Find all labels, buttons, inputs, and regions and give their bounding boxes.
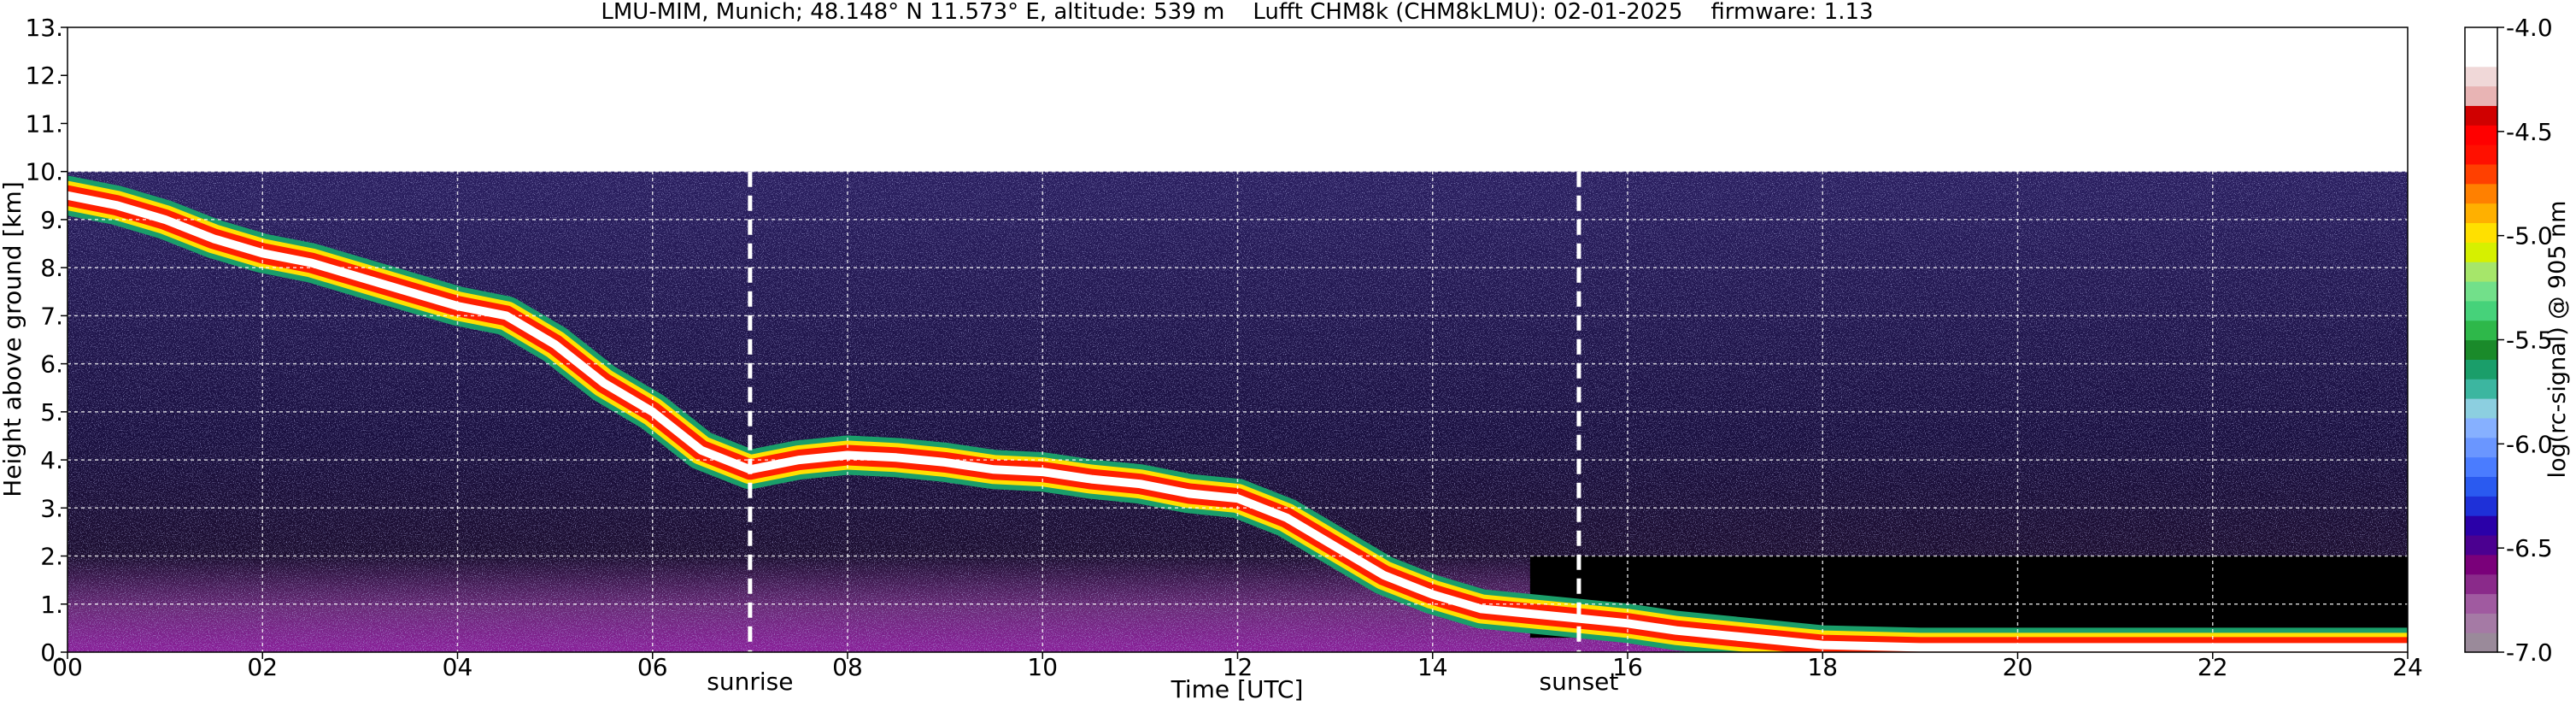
- x-tick-label: 18: [1807, 653, 1838, 681]
- colorbar-segment: [2465, 476, 2497, 497]
- colorbar-segment: [2465, 593, 2497, 614]
- colorbar-segment: [2465, 359, 2497, 379]
- colorbar-segment: [2465, 105, 2497, 126]
- y-tick-label: 2.: [40, 543, 63, 571]
- y-tick-label: 10.: [25, 158, 63, 186]
- x-tick-label: 02: [247, 653, 278, 681]
- sun-event-label: sunset: [1540, 668, 1619, 696]
- x-tick-label: 04: [443, 653, 473, 681]
- y-tick-label: 12.: [25, 62, 63, 90]
- y-tick-label: 7.: [40, 302, 63, 330]
- colorbar-segment: [2465, 417, 2497, 438]
- colorbar-segment: [2465, 515, 2497, 536]
- sun-event-label: sunrise: [707, 668, 793, 696]
- colorbar-segment: [2465, 280, 2497, 302]
- sun-annotations: sunrise sunset: [707, 668, 1618, 696]
- colorbar-segment: [2465, 222, 2497, 243]
- colorbar-tick-label: -5.0: [2506, 222, 2553, 250]
- colorbar-segment: [2465, 27, 2497, 48]
- colorbar-segment: [2465, 183, 2497, 204]
- grid-lines: [67, 27, 2408, 652]
- x-tick-label: 24: [2392, 653, 2423, 681]
- colorbar-segment: [2465, 242, 2497, 262]
- colorbar-segment: [2465, 144, 2497, 165]
- x-axis-ticks: 00 02 04 06 08 10 12 14 16 18 20 22 24: [52, 652, 2423, 681]
- colorbar-segment: [2465, 320, 2497, 341]
- y-tick-label: 9.: [40, 206, 63, 234]
- colorbar-segment: [2465, 163, 2497, 185]
- x-tick-label: 06: [637, 653, 668, 681]
- colorbar-segment: [2465, 125, 2497, 145]
- y-axis-ticks: 0. 1. 2. 3. 4. 5. 6. 7. 8. 9. 10. 11. 12. 13.: [25, 14, 67, 667]
- colorbar-segment: [2465, 456, 2497, 478]
- colorbar: -7.0 -6.5 -6.0 -5.5 -5.0 -4.5 -4.0: [2464, 14, 2553, 667]
- x-tick-label: 20: [2003, 653, 2033, 681]
- colorbar-segment: [2465, 534, 2497, 556]
- y-tick-label: 6.: [40, 350, 63, 379]
- x-tick-label: 08: [832, 653, 863, 681]
- x-axis-label: Time [UTC]: [1171, 675, 1304, 703]
- x-tick-label: 22: [2198, 653, 2228, 681]
- x-tick-label: 16: [1612, 653, 1643, 681]
- y-tick-label: 13.: [25, 14, 63, 42]
- colorbar-segment: [2465, 398, 2497, 419]
- cloud-band-core: [67, 191, 2408, 652]
- colorbar-segment: [2465, 554, 2497, 575]
- chart-title: LMU-MIM, Munich; 48.148° N 11.573° E, al…: [601, 0, 1873, 25]
- colorbar-segment: [2465, 437, 2497, 458]
- colorbar-segment: [2465, 203, 2497, 224]
- x-tick-label: 14: [1417, 653, 1448, 681]
- y-tick-label: 0.: [40, 638, 63, 667]
- colorbar-tick-label: -5.5: [2506, 327, 2553, 355]
- colorbar-tick-label: -7.0: [2506, 638, 2553, 667]
- colorbar-segment: [2465, 339, 2497, 360]
- y-tick-label: 8.: [40, 254, 63, 282]
- colorbar-tick-label: -6.0: [2506, 430, 2553, 458]
- colorbar-segment: [2465, 46, 2497, 68]
- colorbar-segment: [2465, 300, 2497, 321]
- colorbar-segment: [2465, 613, 2497, 633]
- y-tick-label: 11.: [25, 109, 63, 138]
- plot-area: [67, 27, 2408, 652]
- colorbar-segment: [2465, 632, 2497, 653]
- colorbar-segment: [2465, 85, 2497, 106]
- x-tick-label: 10: [1027, 653, 1058, 681]
- colorbar-segment: [2465, 262, 2497, 282]
- colorbar-segment: [2465, 66, 2497, 87]
- colorbar-segment: [2465, 379, 2497, 399]
- y-tick-label: 3.: [40, 494, 63, 522]
- colorbar-segment: [2465, 496, 2497, 516]
- y-tick-label: 1.: [40, 591, 63, 619]
- sun-event-lines: [748, 171, 1581, 652]
- y-tick-label: 5.: [40, 398, 63, 427]
- colorbar-tick-label: -6.5: [2506, 534, 2553, 562]
- y-tick-label: 4.: [40, 446, 63, 474]
- colorbar-segment: [2465, 574, 2497, 595]
- colorbar-tick-label: -4.5: [2506, 118, 2553, 146]
- colorbar-label: log(rc-signal) @ 905 nm: [2544, 201, 2571, 479]
- colorbar-tick-label: -4.0: [2506, 14, 2553, 42]
- x-tick-label: 00: [52, 653, 83, 681]
- x-tick-label: 12: [1223, 653, 1253, 681]
- cloud-layer: [67, 175, 2408, 652]
- y-axis-label: Height above ground [km]: [0, 181, 26, 497]
